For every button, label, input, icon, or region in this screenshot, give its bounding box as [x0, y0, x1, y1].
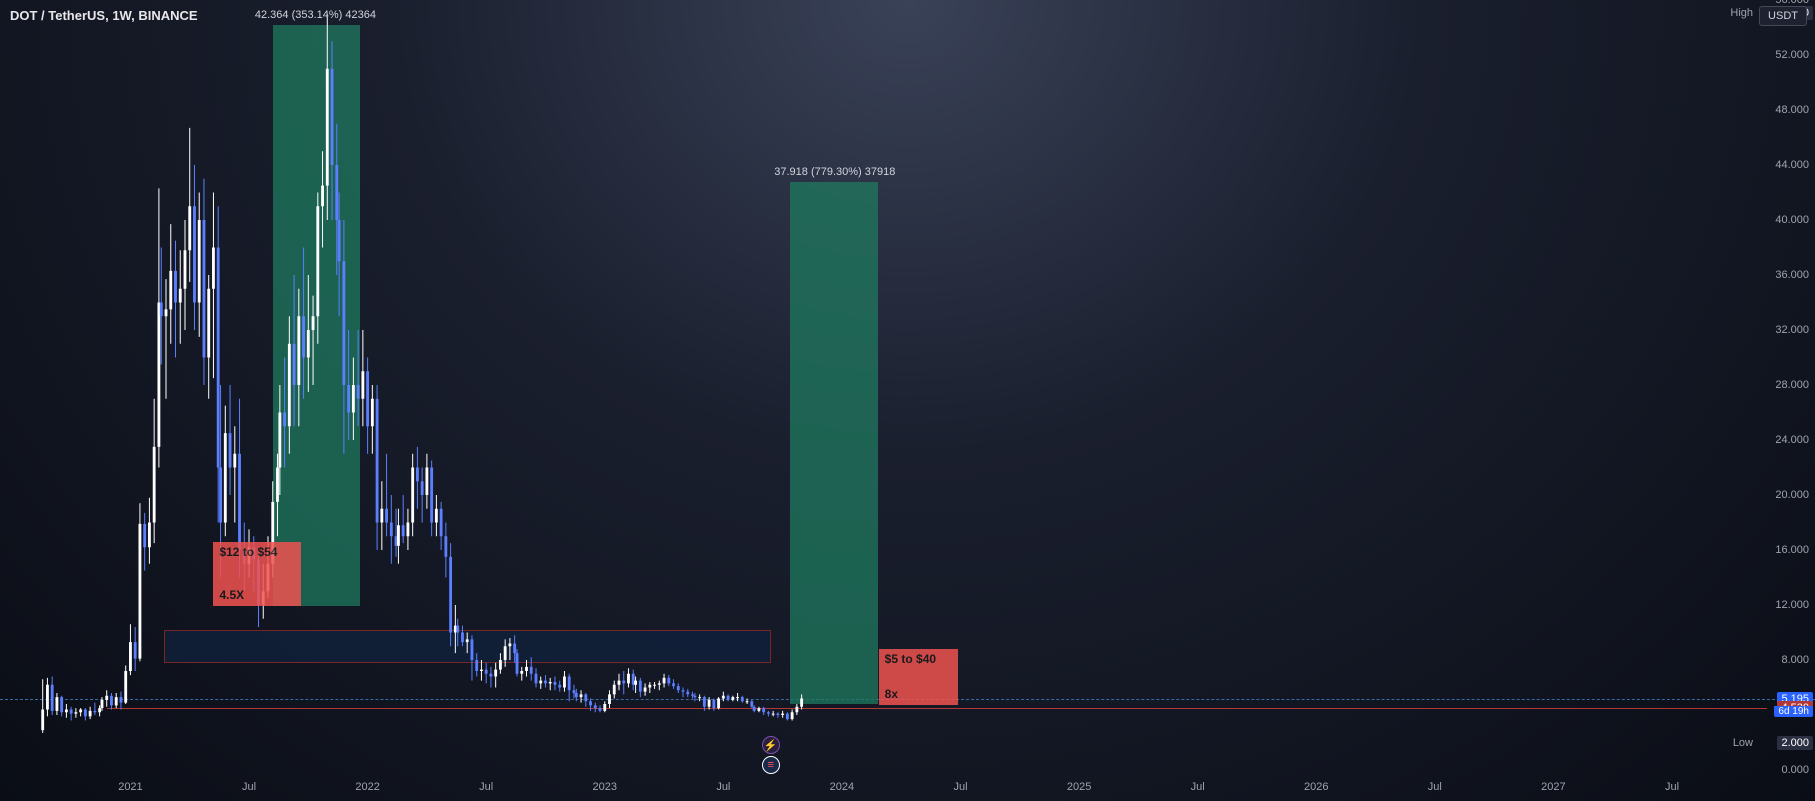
price-tick: 28.000 [1775, 379, 1809, 391]
low-tag: Low [1733, 737, 1753, 749]
price-tick: 40.000 [1775, 214, 1809, 226]
time-axis[interactable]: 2021 Jul 2022 Jul 2023 Jul 2024 Jul 2025 Jul 2026 J… [0, 773, 1815, 793]
high-tag: High [1730, 7, 1753, 19]
time-tick: 2022 [355, 781, 379, 793]
time-tick: 2023 [593, 781, 617, 793]
time-tick: Jul [1665, 781, 1679, 793]
annotation-line1: $12 to $54 [219, 545, 295, 561]
price-tick: 32.000 [1775, 324, 1809, 336]
time-tick: Jul [479, 781, 493, 793]
price-tick: 16.000 [1775, 544, 1809, 556]
time-tick: Jul [242, 781, 256, 793]
price-tick: 36.000 [1775, 269, 1809, 281]
price-tick: 52.000 [1775, 49, 1809, 61]
chart-root: DOT / TetherUS, 1W, BINANCE USDT $12 to … [0, 0, 1815, 801]
price-tick: 20.000 [1775, 489, 1809, 501]
price-tick: 8.000 [1781, 654, 1809, 666]
candlestick-series [0, 0, 1755, 770]
annotation-past[interactable]: $12 to $54 4.5X [213, 542, 301, 607]
flag-icon[interactable]: ≡ [762, 756, 780, 774]
price-tick: 24.000 [1775, 434, 1809, 446]
countdown-label: 6d 19h [1774, 706, 1813, 717]
price-tick: 44.000 [1775, 159, 1809, 171]
time-tick: Jul [1191, 781, 1205, 793]
price-tick: 48.000 [1775, 104, 1809, 116]
time-tick: Jul [1428, 781, 1442, 793]
target-label-past: 42.364 (353.14%) 42364 [255, 9, 376, 21]
price-tick: 12.000 [1775, 599, 1809, 611]
annotation-line1: $5 to $40 [885, 652, 952, 668]
plot-area[interactable]: $12 to $54 4.5X $5 to $40 8x 42.364 (353… [0, 0, 1755, 770]
time-tick: 2027 [1541, 781, 1565, 793]
lightning-icon[interactable]: ⚡ [762, 736, 780, 754]
time-tick: 2025 [1067, 781, 1091, 793]
price-axis[interactable]: 56.00052.00048.00044.00040.00036.00032.0… [1755, 0, 1815, 801]
time-tick: Jul [716, 781, 730, 793]
time-tick: 2021 [118, 781, 142, 793]
time-tick: Jul [953, 781, 967, 793]
annotation-line2: 4.5X [219, 588, 295, 604]
low-value-label: 2.000 [1777, 736, 1813, 750]
time-tick: 2024 [830, 781, 854, 793]
symbol-header[interactable]: DOT / TetherUS, 1W, BINANCE [10, 8, 198, 23]
time-tick: 2026 [1304, 781, 1328, 793]
target-label-future: 37.918 (779.30%) 37918 [774, 166, 895, 178]
annotation-line2: 8x [885, 687, 952, 703]
annotation-future[interactable]: $5 to $40 8x [879, 649, 958, 705]
currency-badge[interactable]: USDT [1759, 6, 1807, 26]
